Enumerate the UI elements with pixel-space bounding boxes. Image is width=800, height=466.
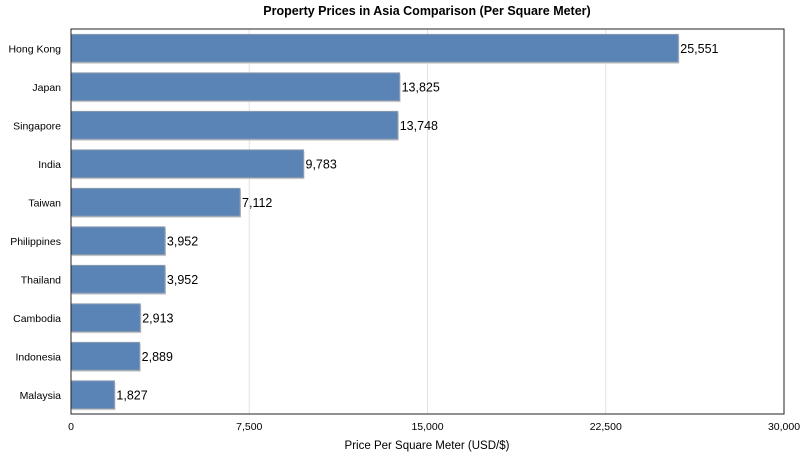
bar bbox=[70, 226, 166, 256]
bar-value-label: 25,551 bbox=[680, 42, 718, 56]
bar-value-label: 3,952 bbox=[167, 234, 198, 248]
x-tick-label: 0 bbox=[68, 421, 74, 433]
bar-value-label: 13,825 bbox=[402, 80, 440, 94]
bar-value-label: 7,112 bbox=[242, 196, 272, 210]
bar bbox=[70, 33, 679, 63]
bar bbox=[70, 341, 141, 371]
category-label: Taiwan bbox=[28, 197, 61, 209]
category-labels: Hong Kong Japan Singapore India Taiwan Philip… bbox=[8, 43, 61, 402]
category-label: Indonesia bbox=[15, 351, 61, 363]
category-label: Singapore bbox=[13, 120, 61, 132]
plot-frame bbox=[70, 28, 785, 415]
bar bbox=[70, 149, 305, 179]
x-axis-label: Price Per Square Meter (USD/$) bbox=[345, 440, 510, 452]
bar-value-label: 2,889 bbox=[142, 350, 173, 364]
value-labels: 25,551 13,825 13,748 9,783 7,112 3,952 3,952 2,… bbox=[116, 42, 718, 403]
category-label: Thailand bbox=[21, 274, 61, 286]
x-tick-label: 15,000 bbox=[411, 421, 443, 433]
bar bbox=[70, 110, 399, 140]
bar bbox=[70, 380, 115, 410]
category-label: Malaysia bbox=[20, 390, 62, 402]
category-label: Japan bbox=[32, 82, 61, 94]
bar-value-label: 3,952 bbox=[167, 273, 198, 287]
chart-title: Property Prices in Asia Comparison (Per … bbox=[263, 4, 590, 18]
category-label: Philippines bbox=[10, 236, 61, 248]
bar bbox=[70, 72, 401, 102]
bar bbox=[70, 303, 141, 333]
bar bbox=[70, 187, 241, 217]
bar bbox=[70, 264, 166, 294]
bar-value-label: 9,783 bbox=[306, 157, 337, 171]
x-tick-label: 7,500 bbox=[236, 421, 262, 433]
bar-value-label: 1,827 bbox=[116, 388, 147, 402]
category-label: India bbox=[38, 159, 61, 171]
category-label: Cambodia bbox=[13, 313, 61, 325]
bars bbox=[70, 33, 680, 411]
x-tick-label: 22,500 bbox=[590, 421, 622, 433]
x-tick-label: 30,000 bbox=[768, 421, 800, 433]
category-label: Hong Kong bbox=[8, 43, 61, 55]
bar-value-label: 2,913 bbox=[142, 311, 173, 325]
bar-value-label: 13,748 bbox=[400, 119, 438, 133]
x-axis-ticks: 0 7,500 15,000 22,500 30,000 bbox=[68, 421, 800, 433]
